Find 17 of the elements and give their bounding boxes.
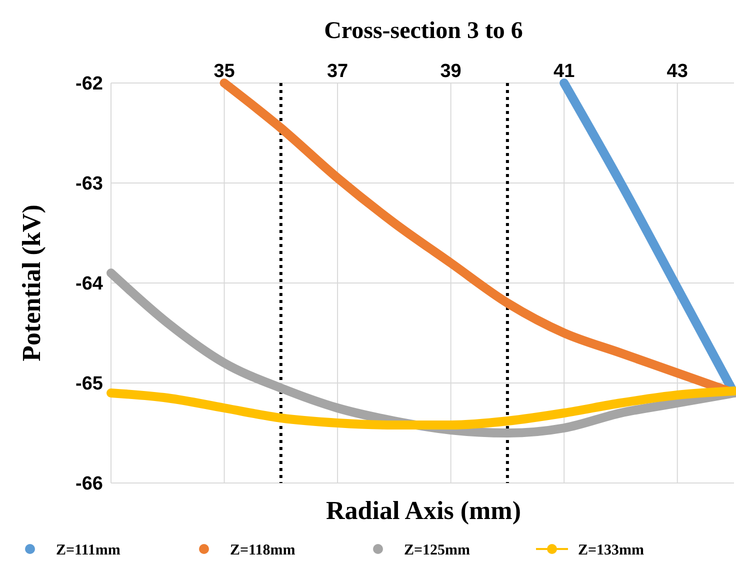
y-axis-title: Potential (kV) [17,204,46,362]
legend-label: Z=133mm [578,542,645,558]
x-tick-label: 35 [214,61,236,82]
x-tick-label: 43 [666,61,688,82]
x-tick-label: 37 [326,61,348,82]
y-tick-label: -64 [76,274,104,295]
y-tick-label: -65 [76,374,104,395]
legend-label: Z=125mm [404,542,471,558]
y-tick-label: -63 [76,174,103,195]
y-tick-label: -66 [76,474,103,495]
legend-label: Z=118mm [230,542,296,558]
chart-title: Cross-section 3 to 6 [324,18,523,44]
legend-label: Z=111mm [56,542,121,558]
x-tick-label: 39 [440,61,462,82]
y-tick-label: -62 [76,74,103,95]
x-axis-title: Radial Axis (mm) [326,496,521,525]
x-tick-label: 41 [554,61,576,82]
